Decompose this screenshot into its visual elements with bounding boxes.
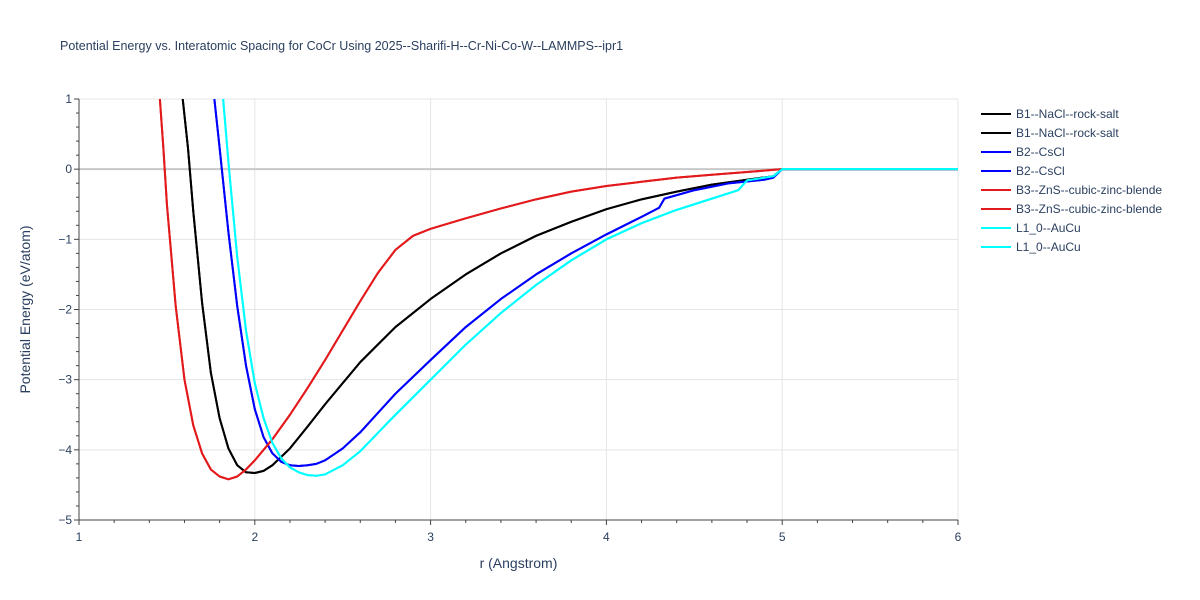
legend-item[interactable]: B2--CsCl	[981, 164, 1065, 178]
x-tick-label: 1	[76, 530, 83, 544]
legend-label: B1--NaCl--rock-salt	[1016, 107, 1119, 121]
legend-item[interactable]: B3--ZnS--cubic-zinc-blende	[981, 183, 1162, 197]
x-axis-label: r (Angstrom)	[480, 555, 558, 571]
series-line-8	[222, 99, 958, 477]
legend-label: L1_0--AuCu	[1016, 221, 1081, 235]
x-tick-label: 4	[603, 530, 610, 544]
x-ticks: 1 2 3 4 5 6	[76, 530, 962, 544]
x-tick-label: 5	[779, 530, 786, 544]
legend-item[interactable]: B3--ZnS--cubic-zinc-blende	[981, 202, 1162, 216]
y-ticks: −5 −4 −3 −2 −1 0 1	[58, 92, 72, 527]
y-tick-label: 1	[65, 92, 72, 106]
x-tick-label: 3	[427, 530, 434, 544]
series-line-2	[181, 99, 958, 474]
legend-item[interactable]: B1--NaCl--rock-salt	[981, 107, 1119, 121]
series-line-6	[158, 99, 958, 481]
chart-title: Potential Energy vs. Interatomic Spacing…	[60, 39, 623, 53]
legend-label: B2--CsCl	[1016, 145, 1065, 159]
y-tick-label: −3	[58, 373, 72, 387]
y-tick-label: 0	[65, 162, 72, 176]
legend-item[interactable]: B2--CsCl	[981, 145, 1065, 159]
axes	[74, 98, 959, 525]
y-tick-label: −5	[58, 513, 72, 527]
legend-label: B3--ZnS--cubic-zinc-blende	[1016, 202, 1162, 216]
legend-item[interactable]: L1_0--AuCu	[981, 221, 1081, 235]
y-tick-label: −2	[58, 303, 72, 317]
x-tick-label: 2	[251, 530, 258, 544]
legend-label: B2--CsCl	[1016, 164, 1065, 178]
legend-label: L1_0--AuCu	[1016, 240, 1081, 254]
y-axis-label: Potential Energy (eV/atom)	[17, 225, 33, 393]
series-group	[158, 99, 958, 481]
y-tick-label: −4	[58, 443, 72, 457]
legend[interactable]: B1--NaCl--rock-salt B1--NaCl--rock-salt B2…	[981, 107, 1162, 254]
y-tick-label: −1	[58, 232, 72, 246]
legend-label: B1--NaCl--rock-salt	[1016, 126, 1119, 140]
series-line-4	[213, 99, 958, 467]
legend-label: B3--ZnS--cubic-zinc-blende	[1016, 183, 1162, 197]
legend-item[interactable]: B1--NaCl--rock-salt	[981, 126, 1119, 140]
x-tick-label: 6	[955, 530, 962, 544]
legend-item[interactable]: L1_0--AuCu	[981, 240, 1081, 254]
